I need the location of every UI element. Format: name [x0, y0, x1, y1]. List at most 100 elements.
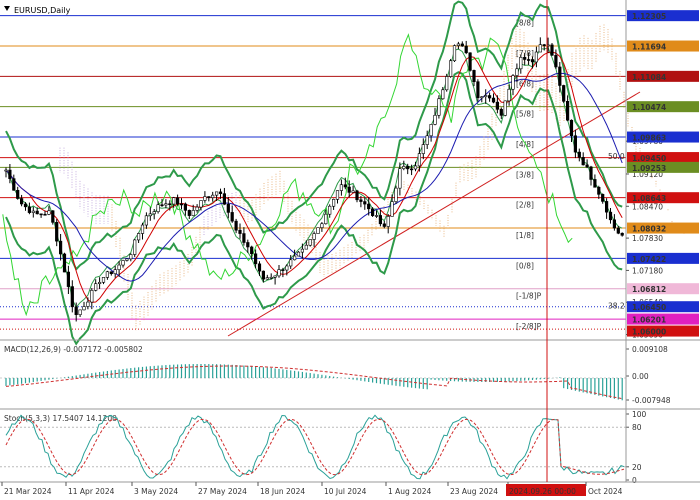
- candle-body: [402, 166, 406, 169]
- price-tag[interactable]: 1.09863: [627, 131, 699, 143]
- candle-body: [542, 44, 546, 47]
- candle-body: [460, 43, 464, 47]
- macd-signal-line: [5, 365, 623, 400]
- candle-body: [367, 203, 371, 210]
- candle-body: [331, 199, 336, 207]
- candle-body: [51, 210, 55, 223]
- candle-body: [343, 184, 347, 188]
- macd-tick-label: 0.009108: [632, 345, 668, 354]
- fib-label: 38.2: [608, 302, 625, 311]
- price-tag-box: [627, 301, 699, 313]
- price-tag[interactable]: 1.07422: [627, 252, 699, 264]
- price-tag[interactable]: 1.09450: [627, 152, 699, 164]
- price-tag[interactable]: 1.11084: [627, 70, 699, 82]
- candle-body: [499, 109, 503, 116]
- price-pane[interactable]: [8/8][7/8][6/8][5/8][4/8][3/8][2/8][1/8]…: [0, 0, 689, 346]
- stochastic-pane[interactable]: Stoch(5,3,3) 17.5407 14.1200 100 80 20 0: [0, 410, 647, 485]
- candle-body: [612, 219, 616, 229]
- candle-body: [456, 43, 461, 46]
- candle-body: [534, 51, 538, 63]
- candle-body: [55, 222, 59, 242]
- candle-body: [511, 75, 515, 90]
- fib-label: 50.0: [608, 152, 625, 161]
- candle-body: [620, 232, 624, 236]
- candle-body: [164, 203, 168, 206]
- price-tag[interactable]: 1.12305: [627, 10, 699, 22]
- candle-body: [386, 216, 390, 227]
- stoch-tick-label: 100: [632, 410, 647, 419]
- price-tag[interactable]: 1.08643: [627, 192, 699, 204]
- candle-body: [448, 60, 453, 77]
- candle-body: [90, 290, 94, 303]
- price-tag[interactable]: 1.11694: [627, 40, 699, 52]
- date-label: 1 Aug 2024: [388, 487, 431, 496]
- candle-body: [304, 244, 308, 250]
- price-tag-box: [627, 161, 699, 173]
- price-tag[interactable]: 1.10474: [627, 101, 699, 113]
- candle-body: [390, 201, 394, 217]
- murrey-label: [0/8]: [516, 261, 534, 270]
- candle-body: [183, 203, 188, 211]
- price-tag[interactable]: 1.08032: [627, 222, 699, 234]
- candle-body: [98, 281, 102, 284]
- price-tag[interactable]: 1.06812: [627, 283, 699, 295]
- candle-body: [273, 275, 277, 278]
- candle-body: [261, 270, 266, 280]
- candle-body: [86, 301, 90, 307]
- price-tag-label: 1.07422: [632, 255, 666, 264]
- price-tag[interactable]: 1.09253: [627, 161, 699, 173]
- candle-body: [254, 253, 258, 265]
- candle-body: [62, 253, 67, 273]
- candle-body: [78, 309, 82, 315]
- price-tag-label: 1.06812: [632, 285, 666, 294]
- candle-body: [597, 186, 601, 195]
- price-tag-box: [627, 70, 699, 82]
- stoch-d-line: [5, 418, 625, 476]
- price-tag[interactable]: 1.06450: [627, 301, 699, 313]
- candle-body: [616, 227, 620, 234]
- crosshair-date-label: 2024.09.26 00:00: [509, 487, 576, 496]
- candle-body: [347, 186, 351, 193]
- moving-average-slow: [5, 72, 623, 282]
- candle-body: [425, 135, 429, 145]
- candle-body: [464, 45, 468, 54]
- candle-body: [16, 189, 20, 199]
- price-tag[interactable]: 1.06000: [627, 325, 699, 337]
- candle-body: [593, 179, 597, 188]
- candle-body: [137, 233, 141, 241]
- candle-body: [562, 85, 566, 102]
- candle-body: [437, 98, 441, 116]
- macd-pane[interactable]: MACD(12,26,9) -0.007172 -0.005802 0.00910…: [0, 345, 671, 405]
- candle-body: [523, 57, 527, 60]
- date-label: 27 May 2024: [198, 487, 247, 496]
- candle-body: [176, 197, 180, 205]
- candle-body: [281, 269, 285, 271]
- price-tag-box: [627, 152, 699, 164]
- candle-body: [491, 97, 496, 103]
- candle-body: [476, 81, 480, 99]
- candle-body: [129, 254, 133, 260]
- candle-body: [187, 210, 191, 216]
- candle-body: [172, 197, 176, 205]
- candle-body: [550, 44, 554, 56]
- date-label: 3 May 2024: [134, 487, 178, 496]
- price-tag[interactable]: 1.06201: [627, 313, 699, 325]
- stoch-k-line: [5, 414, 625, 480]
- price-tag-label: 1.06450: [632, 303, 666, 312]
- candle-body: [94, 283, 98, 291]
- price-tag-label: 1.09450: [632, 154, 666, 163]
- candle-body: [285, 265, 289, 271]
- date-label: 10 Jul 2024: [324, 487, 367, 496]
- price-tag-box: [627, 10, 699, 22]
- candle-body: [308, 239, 312, 246]
- candle-body: [382, 223, 386, 227]
- candle-body: [421, 144, 425, 154]
- price-tag-box: [627, 313, 699, 325]
- date-label: 21 Mar 2024: [4, 487, 52, 496]
- candle-body: [211, 194, 215, 198]
- price-tag-label: 1.06000: [632, 328, 666, 337]
- candle-body: [558, 66, 562, 86]
- price-tag-label: 1.08032: [632, 225, 666, 234]
